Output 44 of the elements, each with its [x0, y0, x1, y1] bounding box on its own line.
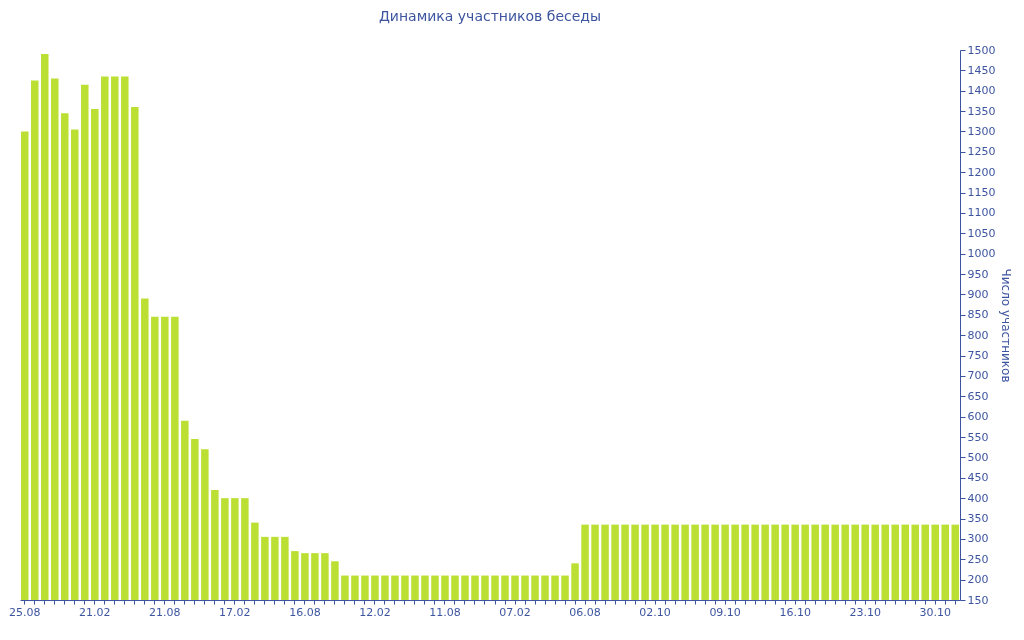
- x-tick-label: 17.02: [219, 605, 251, 619]
- y-tick-label: 1000: [967, 247, 996, 261]
- y-tick-label: 1400: [967, 84, 996, 98]
- x-tick-label: 09.10: [709, 605, 741, 619]
- x-tick-label: 16.08: [289, 605, 321, 619]
- x-tick-label: 02.10: [639, 605, 671, 619]
- y-tick-label: 950: [967, 267, 989, 281]
- y-tick-label: 700: [967, 369, 989, 383]
- y-tick-label: 500: [967, 450, 989, 464]
- y-tick-label: 1200: [967, 165, 996, 179]
- y-tick-label: 600: [967, 410, 989, 424]
- y-tick-label: 1150: [967, 186, 996, 200]
- y-tick-label: 1050: [967, 226, 996, 240]
- y-tick-label: 350: [967, 512, 989, 526]
- x-tick-label: 11.08: [429, 605, 461, 619]
- x-tick-label: 30.10: [919, 605, 951, 619]
- y-tick-label: 800: [967, 328, 989, 342]
- y-tick-label: 550: [967, 430, 989, 444]
- x-tick-label: 23.10: [849, 605, 881, 619]
- y-tick-label: 1300: [967, 124, 996, 138]
- y-tick-label: 300: [967, 532, 989, 546]
- x-tick-label: 06.08: [569, 605, 601, 619]
- y-tick-label: 1100: [967, 206, 996, 220]
- y-tick-label: 900: [967, 287, 989, 301]
- y-tick-label: 450: [967, 471, 989, 485]
- y-tick-label: 750: [967, 349, 989, 363]
- y-tick-label: 650: [967, 389, 989, 403]
- y-tick-label: 1250: [967, 145, 996, 159]
- y-tick-label: 400: [967, 491, 989, 505]
- x-tick-label: 21.02: [79, 605, 111, 619]
- y-tick-label: 1350: [967, 104, 996, 118]
- x-tick-label: 16.10: [779, 605, 811, 619]
- y-tick-label: 250: [967, 552, 989, 566]
- y-tick-label: 200: [967, 573, 989, 587]
- y-tick-label: 1450: [967, 63, 996, 77]
- x-tick-label: 21.08: [149, 605, 181, 619]
- chart-title: Динамика участников беседы: [378, 8, 602, 24]
- x-tick-label: 07.02: [499, 605, 531, 619]
- x-tick-label: 25.08: [9, 605, 41, 619]
- y-tick-label: 150: [967, 593, 989, 607]
- y-tick-label: 850: [967, 308, 989, 322]
- y-tick-label: 1500: [967, 43, 996, 57]
- x-tick-label: 12.02: [359, 605, 391, 619]
- y-axis-title: Число участников: [999, 268, 1014, 383]
